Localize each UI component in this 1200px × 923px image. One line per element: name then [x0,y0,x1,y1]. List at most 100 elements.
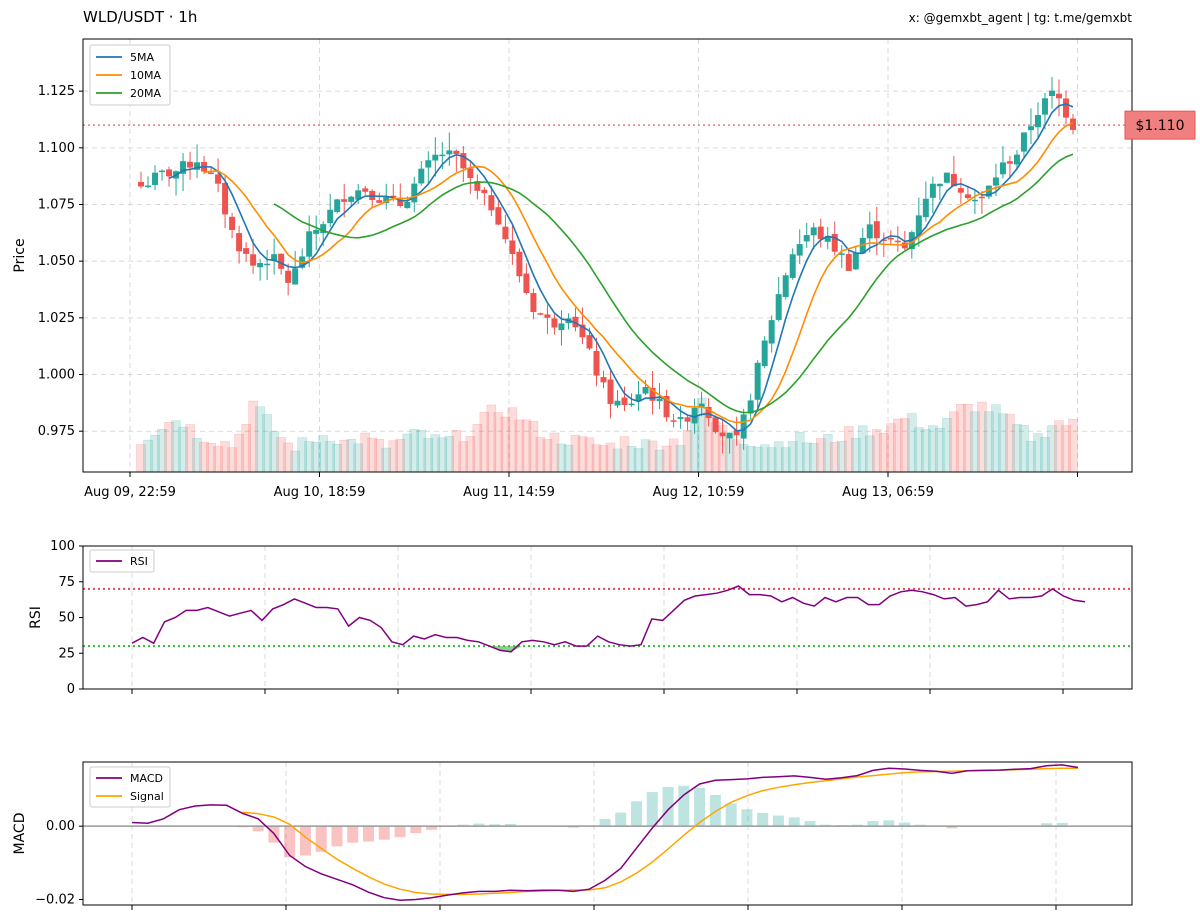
macd-hist-bar [252,826,264,832]
candle-body [1070,118,1076,130]
candle-body [222,182,229,215]
candle-body [138,181,144,187]
candle-body [558,323,565,331]
candle-body [852,253,859,270]
candle-body [887,237,894,240]
macd-hist-bar [599,818,611,827]
candle-body [705,407,712,419]
candle-body [376,200,383,203]
candle-body [754,362,761,400]
price-ytick-label: 1.075 [38,197,75,212]
macd-hist-bar [473,823,485,827]
candle-body [285,270,292,283]
candle-body [943,172,950,183]
candles [138,77,1076,454]
candle-body [362,188,369,192]
candle-body [999,162,1006,175]
macd-hist-bar [378,826,390,840]
candle-body [600,377,607,383]
candle-body [880,239,887,242]
macd-hist-bar [1040,823,1052,827]
price-plot-area [83,39,1132,472]
candle-body [803,235,810,242]
legend-label: 10MA [130,69,161,82]
candle-body [607,379,614,404]
candle-body [208,172,215,174]
macd-hist-bar [504,823,516,827]
macd-hist-bar [646,792,658,827]
candle-body [341,199,348,202]
candle-body [187,161,194,168]
candle-body [446,150,453,155]
price-ytick-label: 1.025 [38,311,75,326]
candle-body [810,227,817,236]
macd-histogram [236,785,1084,858]
rsi-ytick-label: 75 [58,575,75,590]
legend-label: 5MA [130,51,154,64]
candle-body [481,189,488,194]
candle-body [579,324,586,338]
macd-hist-bar [883,820,895,827]
candle-body [817,226,824,240]
ma5-line [168,103,1074,432]
rsi-ytick-label: 25 [58,646,75,661]
rsi-ytick-label: 0 [67,682,75,697]
candle-body [467,168,474,179]
macd-hist-bar [662,786,674,827]
rsi-ylabel: RSI [28,606,44,629]
macd-hist-bar [899,822,911,827]
candle-body [677,417,684,419]
candle-body [663,396,670,418]
macd-legend: MACD Signal [89,766,171,808]
candle-body [397,199,404,206]
macd-hist-bar [804,821,816,827]
candle-body [782,275,789,297]
candle-body [572,316,579,328]
candle-body [1027,126,1034,131]
candle-body [530,293,537,313]
candle-body [327,209,334,224]
candle-body [425,160,432,168]
candle-body [551,318,558,328]
candle-body [418,168,425,184]
price-legend: 5MA 10MA 20MA [89,44,171,106]
candle-body [670,420,677,422]
price-legend-box [89,44,171,106]
macd-hist-bar [772,815,784,827]
candle-body [215,174,222,184]
macd-hist-bar [741,809,753,827]
candle-body [544,314,551,318]
macd-ylabel: MACD [12,813,28,855]
macd-hist-bar [410,826,422,834]
candle-body [726,432,733,439]
candle-body [516,251,523,277]
candle-body [866,224,873,239]
macd-hist-bar [757,812,769,827]
candle-body [1034,115,1041,128]
macd-hist-bar [284,826,296,858]
rsi-ytick-label: 50 [58,611,75,626]
candle-body [432,154,439,161]
candle-body [635,394,642,402]
candle-body [306,231,313,257]
candle-body [460,153,467,169]
price-ytick-label: 1.125 [38,84,75,99]
volume-bar [1068,418,1078,473]
candle-body [264,263,271,266]
candle-body [964,194,971,199]
candle-body [313,229,320,234]
macd-legend-box [89,766,171,808]
candle-body [915,215,922,236]
candle-body [761,340,768,367]
candle-body [586,335,593,349]
price-xtick-label: Aug 12, 10:59 [653,485,745,500]
candle-body [621,397,628,405]
candle-body [271,254,278,261]
candle-body [250,254,257,266]
macd-hist-bar [867,821,879,827]
rsi-frame [82,545,1133,690]
candle-body [838,253,845,255]
candle-body [824,235,831,242]
candle-body [495,207,502,225]
macd-hist-bar [394,826,406,838]
